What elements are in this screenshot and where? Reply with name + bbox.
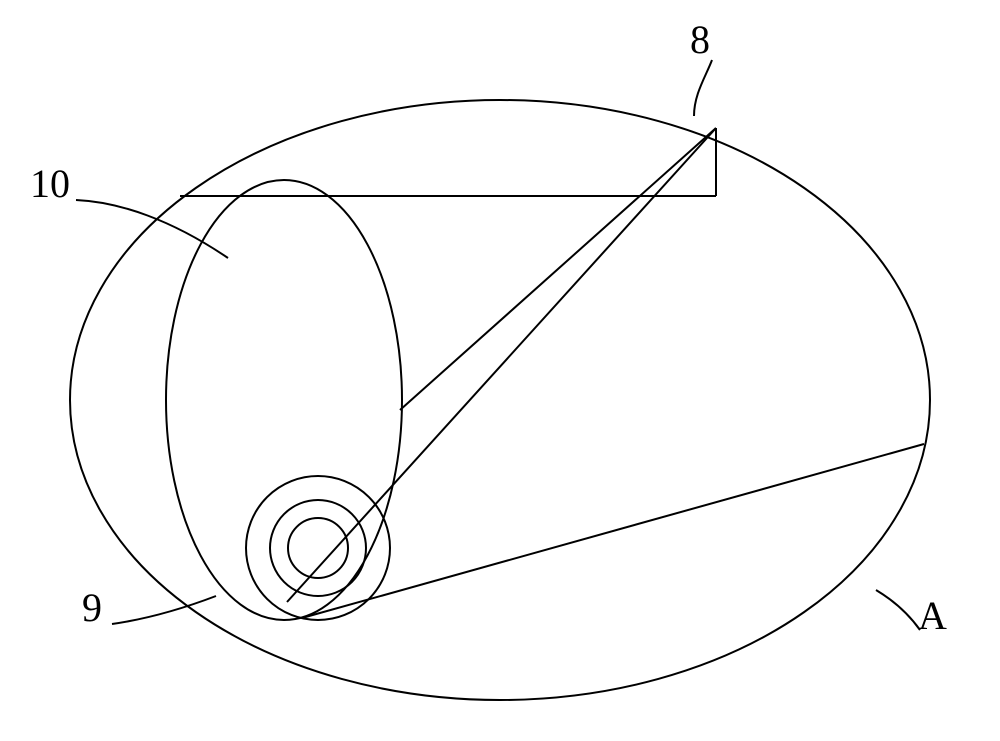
leader-10 [76,200,228,258]
diagram-canvas [0,0,1000,741]
part-9-ring-mid [270,500,366,596]
part-8-diagonal [287,128,716,602]
detail-view-ellipse [70,100,930,700]
leader-8 [694,60,712,116]
leader-A [876,590,920,630]
geometry-group [70,60,930,700]
leader-9 [112,596,216,624]
part-8-upper-edge [400,128,716,410]
